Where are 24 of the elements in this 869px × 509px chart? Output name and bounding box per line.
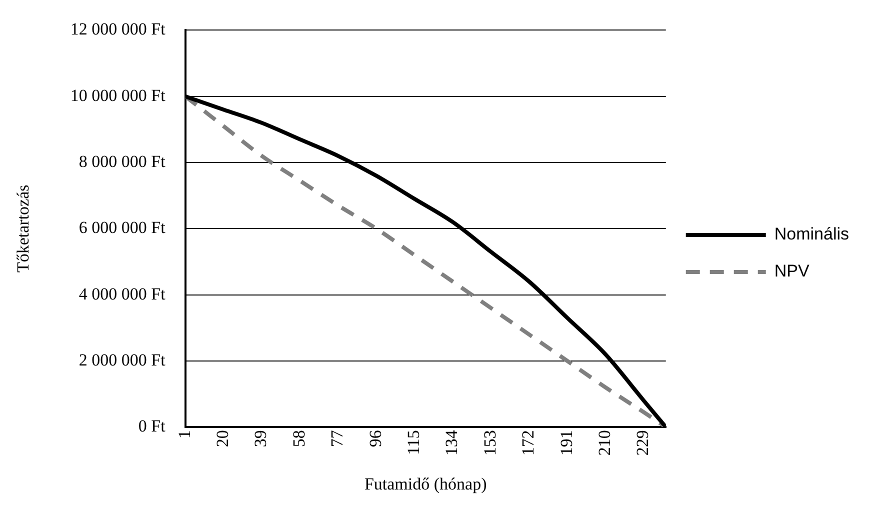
x-tick-label: 115 (404, 430, 424, 455)
x-tick-label: 134 (442, 430, 462, 456)
x-tick-label: 96 (366, 430, 385, 448)
x-tick-label: 20 (213, 430, 232, 448)
legend-label: NPV (774, 262, 810, 281)
y-tick-label: 6 000 000 Ft (78, 218, 166, 238)
x-tick-label: 58 (289, 430, 308, 448)
x-tick-label: 229 (633, 430, 652, 456)
y-tick-label: 10 000 000 Ft (70, 86, 166, 105)
y-tick-label: 2 000 000 Ft (78, 350, 166, 370)
y-tick-label: 8 000 000 Ft (78, 152, 166, 171)
legend-label: Nominális (774, 224, 850, 244)
y-tick-label: 12 000 000 Ft (70, 20, 166, 39)
x-tick-label: 172 (518, 430, 538, 456)
x-tick-label: 39 (251, 430, 270, 448)
y-tick-label: 4 000 000 Ft (78, 284, 166, 304)
x-tick-label: 191 (556, 430, 576, 456)
y-tick-label: 0 Ft (138, 416, 166, 436)
x-tick-label: 1 (174, 430, 194, 439)
x-tick-label: 153 (480, 430, 500, 456)
x-tick-label: 210 (595, 430, 614, 456)
x-axis-title: Futamidő (hónap) (364, 474, 487, 494)
y-axis-title: Tőketartozás (14, 184, 33, 273)
x-tick-label: 77 (328, 430, 347, 448)
